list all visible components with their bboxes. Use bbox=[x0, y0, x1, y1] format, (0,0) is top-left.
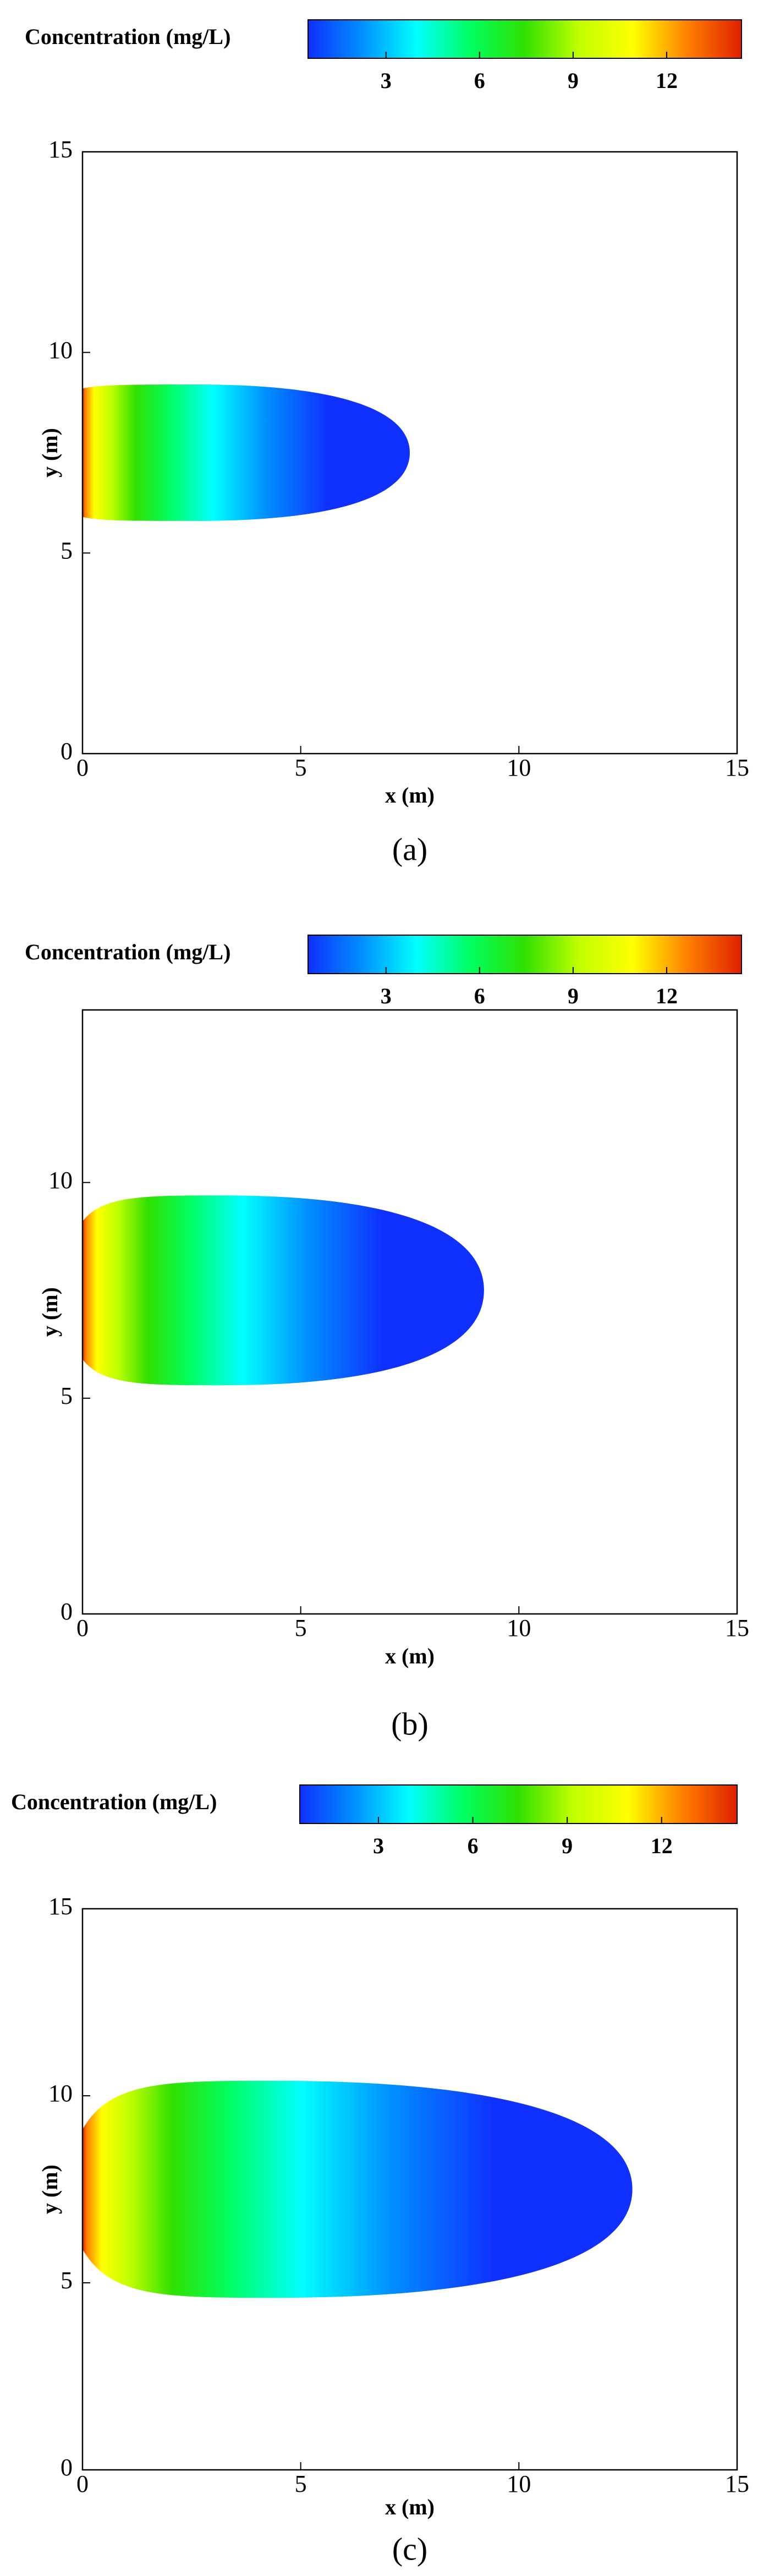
plume bbox=[83, 385, 410, 521]
y-tick-label: 5 bbox=[61, 537, 73, 564]
x-tick-label: 15 bbox=[725, 2470, 749, 2497]
colorbar-tick-label: 9 bbox=[568, 68, 579, 93]
colorbar-label: Concentration (mg/L) bbox=[25, 24, 230, 49]
x-axis-label: x (m) bbox=[385, 1644, 435, 1668]
colorbar-tick-label: 12 bbox=[651, 1833, 673, 1858]
colorbar-tick-label: 12 bbox=[656, 984, 678, 1008]
x-tick-label: 10 bbox=[507, 2470, 531, 2497]
y-axis-label: y (m) bbox=[37, 428, 62, 477]
x-tick-label: 10 bbox=[507, 1614, 531, 1641]
y-tick-label: 10 bbox=[48, 337, 73, 364]
x-tick-label: 15 bbox=[725, 1614, 749, 1641]
y-tick-label: 5 bbox=[61, 1382, 73, 1409]
colorbar-tick-label: 6 bbox=[474, 984, 485, 1008]
y-tick-label: 15 bbox=[48, 136, 73, 163]
colorbar-tick-label: 9 bbox=[562, 1833, 573, 1858]
x-axis-label: x (m) bbox=[385, 783, 435, 808]
y-axis-label: y (m) bbox=[37, 1287, 62, 1337]
x-tick-label: 0 bbox=[76, 1614, 89, 1641]
x-tick-label: 5 bbox=[295, 1614, 307, 1641]
colorbar bbox=[307, 935, 742, 974]
y-tick-label: 10 bbox=[48, 1167, 73, 1194]
plot-frame bbox=[81, 1009, 738, 1615]
plot-frame bbox=[81, 151, 738, 755]
x-tick-label: 0 bbox=[76, 2470, 89, 2497]
x-axis-label: x (m) bbox=[385, 2495, 435, 2519]
colorbar-tick-label: 3 bbox=[381, 68, 392, 93]
y-tick-label: 15 bbox=[48, 1893, 73, 1920]
y-axis-label: y (m) bbox=[37, 2165, 62, 2214]
plume bbox=[83, 1195, 484, 1386]
y-tick-label: 0 bbox=[61, 1598, 73, 1625]
x-tick-label: 15 bbox=[725, 754, 749, 781]
x-tick-label: 10 bbox=[507, 754, 531, 781]
x-tick-label: 0 bbox=[76, 754, 89, 781]
colorbar-label: Concentration (mg/L) bbox=[25, 940, 230, 964]
colorbar-tick-label: 9 bbox=[568, 984, 579, 1008]
caption: (a) bbox=[392, 831, 427, 867]
colorbar bbox=[299, 1784, 738, 1824]
plume bbox=[83, 2080, 633, 2298]
y-tick-label: 0 bbox=[61, 2454, 73, 2481]
caption: (c) bbox=[392, 2531, 427, 2567]
plot-frame bbox=[81, 1908, 738, 2471]
y-tick-label: 0 bbox=[61, 738, 73, 765]
colorbar-tick-label: 12 bbox=[656, 68, 678, 93]
colorbar-tick-label: 6 bbox=[468, 1833, 479, 1858]
y-tick-label: 10 bbox=[48, 2080, 73, 2107]
colorbar-tick-label: 6 bbox=[474, 68, 485, 93]
x-tick-label: 5 bbox=[295, 2470, 307, 2497]
caption: (b) bbox=[391, 1706, 429, 1742]
colorbar bbox=[307, 19, 742, 59]
colorbar-label: Concentration (mg/L) bbox=[11, 1789, 217, 1814]
colorbar-tick-label: 3 bbox=[381, 984, 392, 1008]
y-tick-label: 5 bbox=[61, 2267, 73, 2294]
colorbar-tick-label: 3 bbox=[373, 1833, 384, 1858]
x-tick-label: 5 bbox=[295, 754, 307, 781]
